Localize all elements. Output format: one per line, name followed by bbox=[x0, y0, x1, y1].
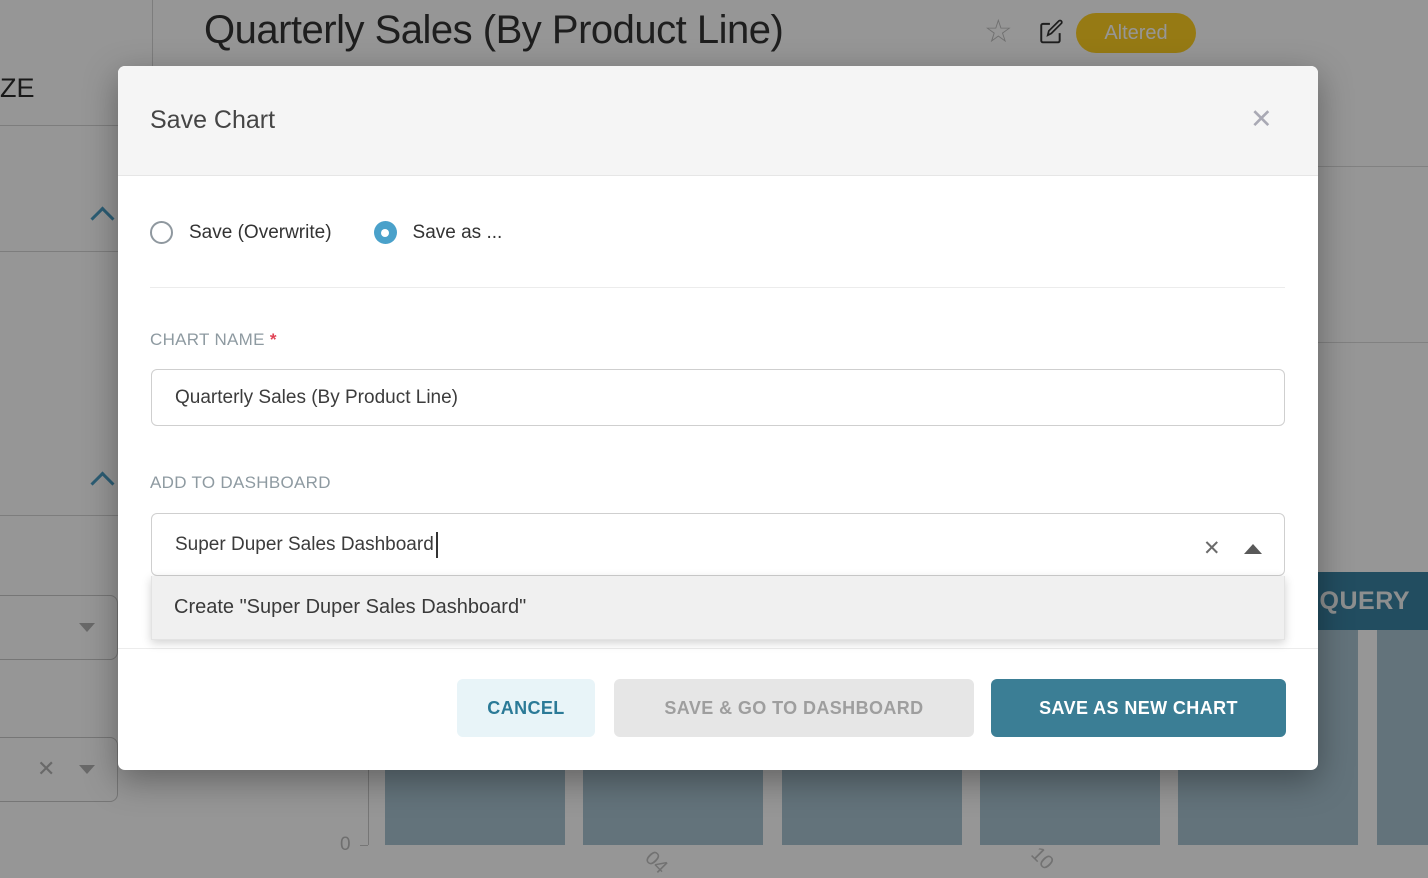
add-to-dashboard-label: ADD TO DASHBOARD bbox=[150, 473, 331, 492]
modal-title: Save Chart bbox=[150, 106, 276, 134]
required-asterisk: * bbox=[269, 330, 277, 349]
favorite-star-icon[interactable]: ☆ bbox=[984, 13, 1013, 49]
chart-y-axis bbox=[368, 768, 369, 845]
customize-tab-fragment[interactable]: ZE bbox=[0, 73, 35, 103]
clear-value-icon[interactable]: ✕ bbox=[37, 756, 56, 781]
chart-name-value: Quarterly Sales (By Product Line) bbox=[175, 386, 459, 408]
background-select-control[interactable]: ✕ bbox=[0, 737, 118, 802]
chart-bar bbox=[1377, 600, 1428, 845]
chart-name-label-text: CHART NAME bbox=[150, 330, 265, 349]
chart-y-zero-label: 0 bbox=[340, 834, 351, 855]
text-cursor bbox=[435, 531, 438, 558]
dashboard-select-value: Super Duper Sales Dashboard bbox=[175, 533, 434, 555]
save-mode-radio-group: Save (Overwrite) Save as ... bbox=[150, 221, 528, 244]
chart-axis-tick bbox=[360, 845, 368, 846]
section-divider bbox=[0, 515, 118, 516]
close-icon[interactable]: ✕ bbox=[1250, 104, 1273, 134]
chevron-up-icon[interactable] bbox=[1244, 544, 1262, 554]
radio-save-as[interactable] bbox=[373, 221, 397, 244]
chart-panel-divider bbox=[1318, 342, 1428, 343]
dashboard-dropdown: Create "Super Duper Sales Dashboard" bbox=[151, 576, 1285, 640]
panel-divider-vertical bbox=[152, 0, 153, 66]
chart-name-label: CHART NAME * bbox=[150, 330, 277, 350]
create-dashboard-option[interactable]: Create "Super Duper Sales Dashboard" bbox=[152, 576, 1284, 639]
save-chart-modal: Save Chart ✕ Save (Overwrite) Save as ..… bbox=[118, 66, 1318, 770]
edit-properties-icon[interactable] bbox=[1038, 19, 1064, 50]
cancel-button[interactable]: CANCEL bbox=[457, 679, 595, 737]
section-divider bbox=[0, 125, 118, 126]
chevron-down-icon bbox=[79, 623, 95, 632]
background-select-control[interactable] bbox=[0, 595, 118, 660]
footer-divider bbox=[118, 648, 1318, 649]
chart-name-input[interactable]: Quarterly Sales (By Product Line) bbox=[151, 369, 1285, 426]
chart-panel-divider bbox=[1318, 166, 1428, 167]
radio-save-overwrite-label[interactable]: Save (Overwrite) bbox=[189, 221, 332, 243]
save-as-new-chart-button[interactable]: SAVE AS NEW CHART bbox=[991, 679, 1286, 737]
modal-divider bbox=[150, 287, 1285, 288]
clear-selection-icon[interactable]: ✕ bbox=[1203, 537, 1221, 560]
chevron-down-icon bbox=[79, 765, 95, 774]
section-divider bbox=[0, 251, 118, 252]
dashboard-select-input[interactable]: Super Duper Sales Dashboard bbox=[151, 513, 1285, 576]
altered-badge: Altered bbox=[1076, 13, 1196, 53]
modal-header: Save Chart ✕ bbox=[118, 66, 1318, 176]
save-and-go-to-dashboard-button[interactable]: SAVE & GO TO DASHBOARD bbox=[614, 679, 974, 737]
radio-save-as-label[interactable]: Save as ... bbox=[412, 221, 503, 243]
page-title: Quarterly Sales (By Product Line) bbox=[204, 8, 784, 52]
radio-dot bbox=[381, 228, 390, 237]
radio-save-overwrite[interactable] bbox=[150, 221, 173, 244]
